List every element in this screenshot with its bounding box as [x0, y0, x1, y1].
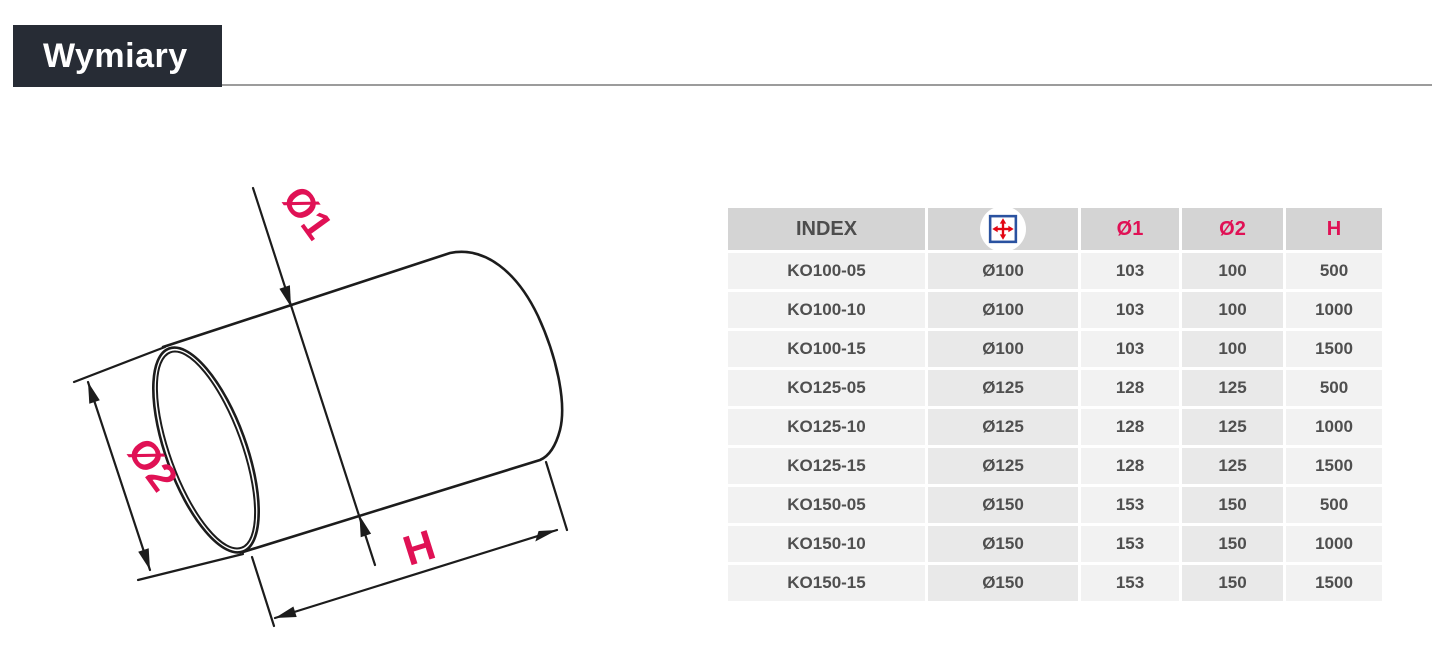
- title-divider: [222, 84, 1432, 86]
- ext-line-d2-top: [72, 345, 167, 384]
- arrowhead-d1-bottom: [359, 515, 372, 538]
- cell-index: KO100-05: [728, 253, 925, 289]
- cell-index: KO150-05: [728, 487, 925, 523]
- cell-h: 1500: [1286, 331, 1382, 367]
- header-d1: Ø1: [1081, 208, 1179, 250]
- cell-h: 500: [1286, 253, 1382, 289]
- arrowhead-h-left: [275, 606, 297, 618]
- header-h: H: [1286, 208, 1382, 250]
- cell-d1: 128: [1081, 448, 1179, 484]
- table-row: KO100-15 Ø100 103 100 1500: [728, 331, 1382, 367]
- section-title-box: Wymiary: [13, 25, 222, 87]
- table-row: KO125-10 Ø125 128 125 1000: [728, 409, 1382, 445]
- cell-h: 1000: [1286, 526, 1382, 562]
- cell-index: KO150-15: [728, 565, 925, 601]
- cell-d1: 153: [1081, 526, 1179, 562]
- cell-d2: 100: [1182, 253, 1283, 289]
- pipe-opening-inner: [155, 350, 257, 550]
- cell-d1: 103: [1081, 292, 1179, 328]
- cell-index: KO100-10: [728, 292, 925, 328]
- table-row: KO125-05 Ø125 128 125 500: [728, 370, 1382, 406]
- cell-d2: 100: [1182, 292, 1283, 328]
- cell-h: 1500: [1286, 448, 1382, 484]
- ext-line-d2-bottom: [136, 552, 245, 582]
- cell-d1: 153: [1081, 487, 1179, 523]
- cell-index: KO150-10: [728, 526, 925, 562]
- cell-d1: 153: [1081, 565, 1179, 601]
- cell-d2: 150: [1182, 565, 1283, 601]
- cell-d2: 150: [1182, 526, 1283, 562]
- table-header-row: INDEX Ø1 Ø2: [728, 206, 1382, 252]
- cell-diameter: Ø150: [928, 526, 1078, 562]
- cell-h: 500: [1286, 370, 1382, 406]
- header-d2: Ø2: [1182, 208, 1283, 250]
- dim-line-h: [273, 528, 559, 620]
- cell-index: KO125-05: [728, 370, 925, 406]
- cell-h: 1000: [1286, 292, 1382, 328]
- cell-d2: 150: [1182, 487, 1283, 523]
- cell-d1: 103: [1081, 331, 1179, 367]
- table-row: KO150-15 Ø150 153 150 1500: [728, 565, 1382, 601]
- arrowhead-h-right: [535, 530, 557, 542]
- cell-h: 1500: [1286, 565, 1382, 601]
- table-row: KO150-05 Ø150 153 150 500: [728, 487, 1382, 523]
- dim-line-d2: [86, 380, 152, 572]
- dim-line-d1: [251, 186, 377, 567]
- cell-index: KO100-15: [728, 331, 925, 367]
- cell-diameter: Ø100: [928, 253, 1078, 289]
- cell-h: 500: [1286, 487, 1382, 523]
- cell-diameter: Ø125: [928, 409, 1078, 445]
- header-icon-cell: [928, 206, 1078, 252]
- ext-line-h-right: [544, 460, 569, 532]
- cell-index: KO125-10: [728, 409, 925, 445]
- cell-d2: 125: [1182, 448, 1283, 484]
- cell-d1: 128: [1081, 409, 1179, 445]
- cell-diameter: Ø150: [928, 487, 1078, 523]
- cell-diameter: Ø150: [928, 565, 1078, 601]
- cell-h: 1000: [1286, 409, 1382, 445]
- dim-label-d1: Ø1: [274, 178, 341, 247]
- cell-diameter: Ø100: [928, 331, 1078, 367]
- dimensions-cross-icon: [980, 206, 1026, 252]
- header-index: INDEX: [728, 208, 925, 250]
- cell-d1: 128: [1081, 370, 1179, 406]
- cell-d2: 125: [1182, 370, 1283, 406]
- pipe-opening-outer: [152, 346, 260, 554]
- table-row: KO125-15 Ø125 128 125 1500: [728, 448, 1382, 484]
- cell-d1: 103: [1081, 253, 1179, 289]
- arrowhead-d2-top: [88, 382, 100, 404]
- cylinder-outline: [161, 250, 564, 554]
- section-title: Wymiary: [43, 36, 188, 75]
- dim-label-d2: Ø2: [119, 430, 186, 499]
- arrowhead-d2-bottom: [138, 548, 150, 570]
- dimensions-table: INDEX Ø1 Ø2: [725, 205, 1385, 604]
- cell-diameter: Ø100: [928, 292, 1078, 328]
- table-row: KO100-10 Ø100 103 100 1000: [728, 292, 1382, 328]
- arrowhead-d1-top: [279, 285, 291, 307]
- table-row: KO100-05 Ø100 103 100 500: [728, 253, 1382, 289]
- cell-d2: 100: [1182, 331, 1283, 367]
- cell-d2: 125: [1182, 409, 1283, 445]
- cell-diameter: Ø125: [928, 448, 1078, 484]
- table-row: KO150-10 Ø150 153 150 1000: [728, 526, 1382, 562]
- cell-diameter: Ø125: [928, 370, 1078, 406]
- dim-label-h: H: [398, 521, 441, 575]
- cell-index: KO125-15: [728, 448, 925, 484]
- ext-line-h-left: [250, 555, 276, 628]
